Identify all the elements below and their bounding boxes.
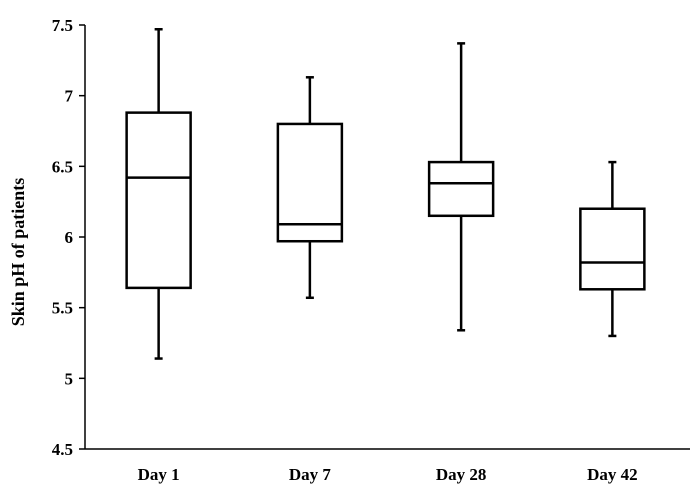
box-2 [276, 76, 344, 300]
boxes [125, 27, 646, 360]
iqr-box [579, 207, 646, 291]
y-tick-label: 4.5 [52, 440, 73, 459]
y-tick-label: 6.5 [52, 157, 73, 176]
iqr-box [125, 111, 192, 290]
y-tick-label: 6 [65, 228, 74, 247]
x-category-label: Day 28 [436, 465, 487, 484]
y-tick-label: 5.5 [52, 299, 73, 318]
box-4 [579, 160, 646, 338]
y-ticks: 4.5 5 5.5 6 6.5 7 7.5 [52, 16, 85, 459]
box-3 [427, 42, 495, 332]
x-category-label: Day 42 [587, 465, 638, 484]
box-1 [125, 27, 192, 360]
y-axis-title: Skin pH of patients [8, 178, 28, 327]
y-tick-label: 5 [65, 369, 74, 388]
x-category-label: Day 1 [138, 465, 180, 484]
y-tick-label: 7.5 [52, 16, 73, 35]
y-tick-label: 7 [65, 87, 74, 106]
x-category-labels: Day 1 Day 7 Day 28 Day 42 [138, 465, 638, 484]
x-category-label: Day 7 [289, 465, 332, 484]
iqr-box [427, 160, 495, 218]
iqr-box [276, 122, 344, 243]
